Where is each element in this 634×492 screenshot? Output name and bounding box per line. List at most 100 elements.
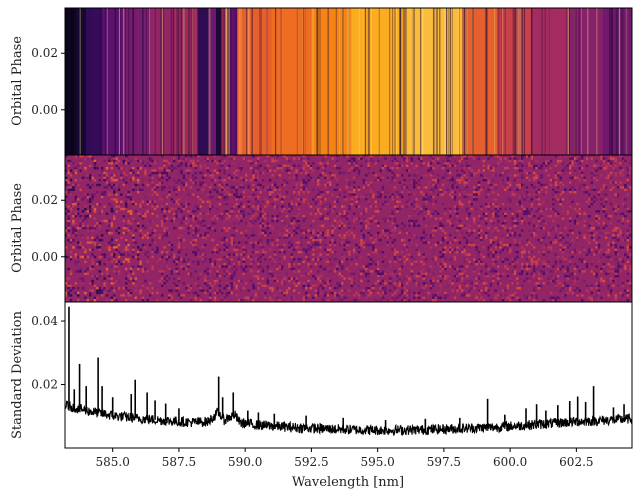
noise-cell [259,244,261,246]
noise-cell [346,167,348,169]
noise-cell [175,205,177,207]
noise-cell [617,184,619,186]
absorption-line [100,8,101,155]
noise-cell [96,167,98,169]
noise-cell [334,227,336,229]
noise-cell [173,277,175,279]
noise-cell [627,181,629,183]
noise-cell [415,174,417,176]
noise-cell [454,160,456,162]
noise-cell [442,184,444,186]
absorption-line [389,8,390,155]
noise-cell [574,282,576,284]
noise-cell [519,239,521,241]
noise-cell [459,203,461,205]
noise-cell [159,280,161,282]
noise-cell [459,198,461,200]
noise-cell [423,241,425,243]
noise-cell [252,210,254,212]
noise-cell [437,280,439,282]
noise-cell [322,208,324,210]
noise-cell [209,186,211,188]
noise-cell [574,273,576,275]
noise-cell [238,205,240,207]
noise-cell [615,174,617,176]
noise-cell [327,177,329,179]
noise-cell [559,282,561,284]
noise-cell [307,157,309,159]
noise-cell [372,270,374,272]
noise-cell [185,165,187,167]
noise-cell [511,210,513,212]
noise-cell [382,275,384,277]
noise-cell [567,277,569,279]
noise-cell [276,229,278,231]
noise-cell [583,191,585,193]
noise-cell [295,232,297,234]
noise-cell [94,193,96,195]
noise-cell [267,222,269,224]
noise-cell [257,268,259,270]
noise-cell [574,169,576,171]
noise-cell [195,169,197,171]
noise-cell [396,160,398,162]
noise-cell [178,189,180,191]
noise-cell [588,237,590,239]
noise-cell [502,237,504,239]
noise-cell [535,225,537,227]
absorption-line [371,8,372,155]
noise-cell [322,234,324,236]
noise-cell [293,165,295,167]
noise-cell [324,177,326,179]
noise-cell [125,232,127,234]
noise-cell [603,222,605,224]
noise-cell [168,191,170,193]
noise-cell [559,172,561,174]
noise-cell [607,263,609,265]
noise-cell [298,157,300,159]
noise-cell [523,169,525,171]
noise-cell [607,177,609,179]
noise-cell [569,172,571,174]
noise-cell [77,246,79,248]
noise-cell [408,215,410,217]
noise-cell [533,268,535,270]
noise-cell [615,237,617,239]
noise-cell [247,225,249,227]
noise-cell [307,253,309,255]
noise-cell [567,246,569,248]
noise-cell [113,210,115,212]
noise-cell [315,210,317,212]
noise-cell [209,160,211,162]
noise-cell [449,189,451,191]
noise-cell [605,157,607,159]
noise-cell [137,246,139,248]
noise-cell [487,268,489,270]
absorption-line [226,8,227,155]
noise-cell [139,280,141,282]
noise-cell [555,215,557,217]
noise-cell [394,162,396,164]
noise-cell [135,184,137,186]
noise-cell [197,198,199,200]
noise-cell [490,217,492,219]
noise-cell [499,181,501,183]
noise-cell [327,203,329,205]
noise-cell [113,256,115,258]
noise-cell [375,263,377,265]
noise-cell [204,239,206,241]
noise-cell [168,179,170,181]
noise-cell [91,258,93,260]
noise-cell [382,261,384,263]
noise-cell [267,273,269,275]
noise-cell [291,246,293,248]
noise-cell [322,205,324,207]
noise-cell [214,229,216,231]
noise-cell [377,196,379,198]
noise-cell [307,179,309,181]
noise-cell [547,261,549,263]
noise-cell [406,253,408,255]
noise-cell [372,172,374,174]
noise-cell [379,273,381,275]
noise-cell [615,273,617,275]
